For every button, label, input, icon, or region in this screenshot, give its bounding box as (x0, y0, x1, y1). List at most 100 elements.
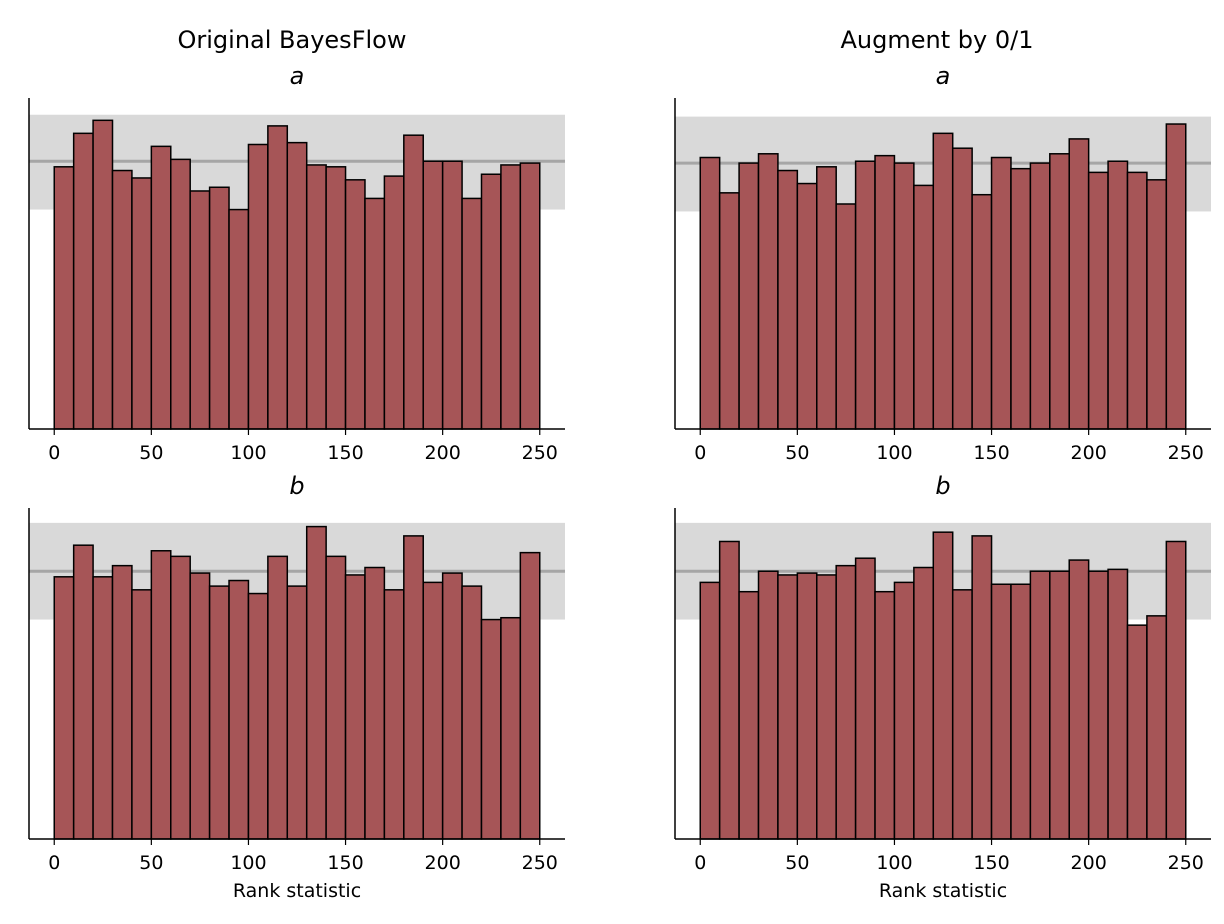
histogram-bar (500, 164, 522, 430)
histogram-bar (932, 531, 954, 840)
x-tick-label: 200 (425, 852, 461, 874)
x-axis-label: Rank statistic (879, 880, 1007, 902)
histogram-bar (835, 564, 857, 840)
histogram-bar (383, 175, 405, 430)
histogram-bar (990, 156, 1012, 430)
histogram-bar (364, 566, 386, 840)
histogram-bar (228, 579, 250, 840)
column-title-left: Original BayesFlow (178, 26, 407, 54)
histogram-panel: a 0 50 100 150 200 250 (674, 62, 1211, 464)
histogram-bar (150, 145, 172, 430)
histogram-bar (344, 574, 366, 840)
histogram-bar (816, 166, 837, 430)
x-tick-label: 200 (1071, 852, 1107, 874)
histogram-bar (777, 169, 799, 430)
histogram-bar (1087, 171, 1109, 430)
x-tick-label: 150 (327, 852, 363, 874)
histogram-bar (1126, 624, 1148, 840)
x-tick-label: 0 (694, 442, 706, 464)
x-tick-label: 150 (973, 442, 1009, 464)
histogram-bar (1087, 570, 1109, 840)
histogram-panel: b 0 50 100 150 200 250 Rank statistic (28, 472, 565, 902)
x-tick-label: 50 (785, 442, 809, 464)
histogram-bar (874, 154, 896, 430)
column-title-right: Augment by 0/1 (841, 26, 1034, 54)
histogram-bar (519, 162, 541, 430)
histogram-bar (267, 125, 289, 430)
panel-title: a (936, 62, 951, 90)
histogram-bar (92, 119, 114, 430)
histogram-bar (951, 147, 973, 430)
histogram-bar (247, 592, 269, 840)
histogram-bar (247, 143, 269, 430)
x-tick-label: 100 (230, 442, 266, 464)
x-axis-label: Rank statistic (233, 880, 361, 902)
histogram-bar (1107, 160, 1129, 430)
panel-title: a (290, 62, 305, 90)
histogram-bar (971, 535, 993, 840)
histogram-bar (1029, 162, 1051, 430)
histogram-bar (913, 184, 935, 430)
histogram-bar (305, 164, 327, 430)
histogram-bar (480, 618, 502, 840)
histogram-bar (383, 589, 405, 840)
histogram-bar (403, 535, 424, 840)
histogram-bar (913, 566, 935, 840)
histogram-bar (441, 572, 463, 840)
x-tick-label: 150 (327, 442, 363, 464)
histogram-bar (286, 141, 308, 430)
histogram-bar (990, 583, 1012, 840)
histogram-bar (1049, 570, 1070, 840)
histogram-bar (757, 570, 779, 840)
histogram-bar (1146, 615, 1168, 840)
histogram-bar (208, 585, 230, 840)
histogram-bar (718, 192, 740, 430)
histogram-bar (932, 132, 954, 430)
histogram-bar (441, 160, 463, 430)
histogram-bar (461, 585, 483, 840)
histogram-bar (738, 162, 760, 430)
histogram-bar (519, 551, 541, 840)
x-tick-label: 0 (48, 442, 60, 464)
histogram-panel: a 0 50 100 150 200 250 (28, 62, 565, 464)
histogram-bar (1010, 167, 1032, 430)
histogram-bar (1049, 153, 1070, 430)
x-tick-label: 150 (973, 852, 1009, 874)
x-tick-label: 200 (425, 442, 461, 464)
histogram-bar (344, 179, 366, 430)
histogram-bar (854, 160, 876, 430)
histogram-bar (228, 208, 250, 430)
histogram-bar (893, 162, 915, 430)
histogram-bar (72, 132, 94, 430)
histogram-bar (170, 555, 191, 840)
histogram-bar (53, 576, 75, 840)
histogram-bar (854, 557, 876, 840)
panel-title: b (289, 472, 304, 500)
x-tick-label: 100 (230, 852, 266, 874)
histogram-bar (1165, 540, 1187, 840)
histogram-bar (53, 166, 75, 430)
x-tick-label: 250 (1168, 852, 1204, 874)
histogram-bar (1165, 123, 1187, 430)
histogram-bar (111, 564, 133, 840)
histogram-bar (796, 572, 818, 840)
histogram-bar (422, 160, 444, 430)
histogram-bar (325, 166, 347, 430)
histogram-bar (835, 203, 857, 430)
histogram-bar (267, 555, 289, 840)
histogram-bar (208, 186, 230, 430)
x-tick-label: 250 (522, 852, 558, 874)
histogram-bar (189, 190, 211, 430)
histogram-bar (738, 590, 760, 840)
histogram-bar (403, 134, 424, 430)
histogram-bar (893, 581, 915, 840)
histogram-bar (422, 581, 444, 840)
histogram-bar (150, 550, 172, 840)
histogram-bar (111, 169, 133, 430)
histogram-bar (500, 616, 522, 840)
histogram-bar (874, 590, 896, 840)
histogram-bar (777, 574, 799, 840)
x-tick-label: 250 (522, 442, 558, 464)
histogram-bar (718, 540, 740, 840)
